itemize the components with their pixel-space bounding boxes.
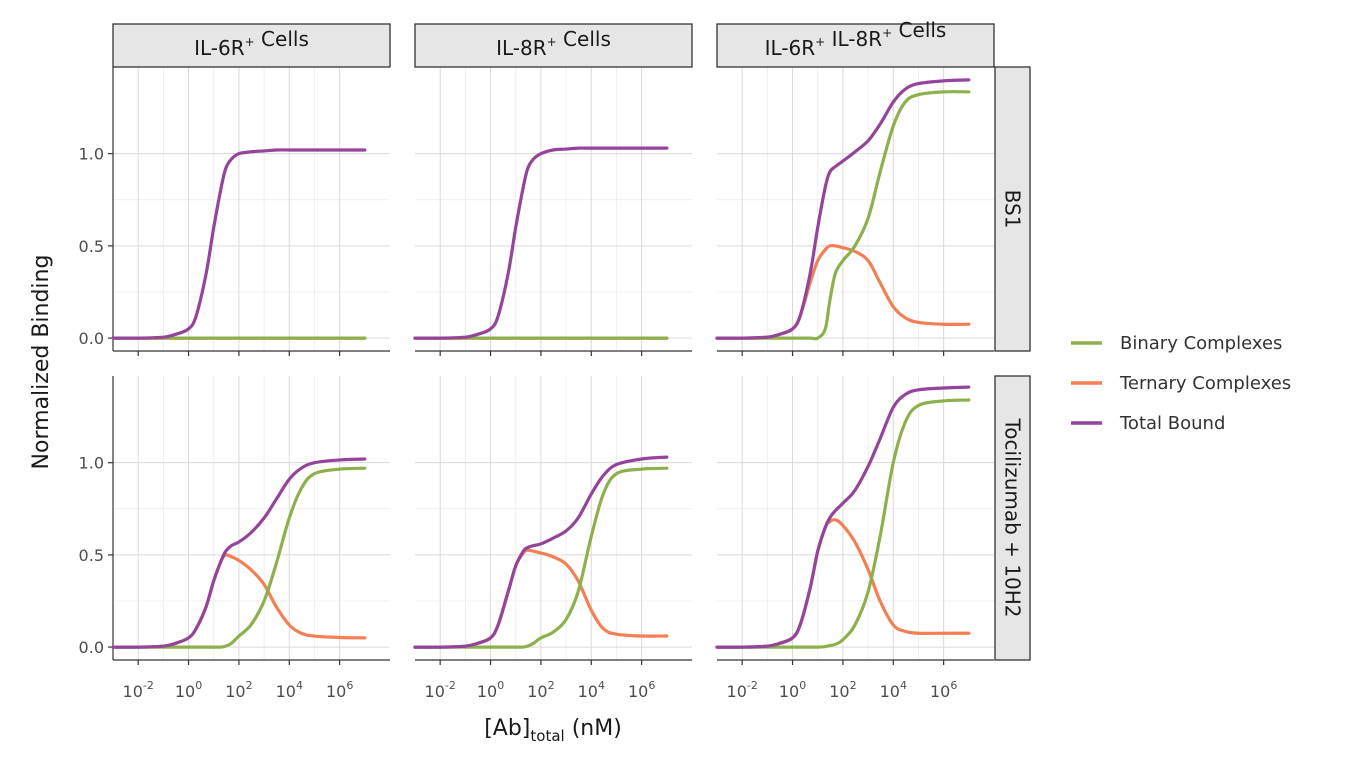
y-tick-label: 0.5 [79, 546, 104, 565]
x-tick-label: 10-2 [123, 679, 154, 701]
x-tick-label: 102 [829, 679, 856, 701]
x-tick-label: 102 [225, 679, 252, 701]
x-tick-label: 106 [628, 679, 655, 701]
x-tick-label: 104 [578, 679, 605, 701]
x-tick-label: 100 [779, 679, 806, 701]
x-tick-label: 102 [527, 679, 554, 701]
panel-r0-c0: 0.0 0.5 1.0 [79, 67, 390, 356]
panel-r1-c2: 10-2 100 102 104 106 [717, 376, 994, 701]
line-binary-complexes [715, 90, 971, 341]
y-tick-label: 0.5 [79, 237, 104, 256]
line-binary-complexes [111, 466, 367, 649]
panel-r0-c2 [717, 67, 994, 356]
line-total-bound [111, 148, 367, 340]
series-group-r1-c0 [111, 457, 367, 649]
line-total-bound [413, 146, 669, 340]
y-axis-title: Normalized Binding [29, 255, 54, 470]
x-tick-label: 10-2 [425, 679, 456, 701]
legend-label: Ternary Complexes [1119, 373, 1291, 394]
series-group-r1-c1 [413, 455, 669, 649]
x-tick-label: 100 [477, 679, 504, 701]
panel-r0-c1 [415, 67, 692, 356]
series-group-r0-c1 [413, 146, 669, 340]
legend: Binary Complexes Ternary Complexes Total B… [1071, 333, 1291, 434]
x-tick-label: 106 [930, 679, 957, 701]
strip-background [414, 23, 693, 68]
series-group-r1-c2 [715, 385, 971, 649]
line-total-bound [715, 385, 971, 649]
strip-label: IL-6R+ IL-8R+ Cells [765, 18, 947, 60]
x-tick-label: 10-2 [727, 679, 758, 701]
facet-strip-row-0: BS1 [994, 66, 1031, 352]
x-tick-label: 104 [276, 679, 303, 701]
legend-label: Binary Complexes [1120, 333, 1282, 354]
strip-label: IL-8R+ Cells [496, 27, 611, 60]
line-binary-complexes [715, 398, 971, 649]
strip-background [716, 23, 995, 68]
facet-strip-row-1: Tocilizumab + 10H2 [994, 375, 1031, 661]
strip-background [994, 375, 1031, 661]
facet-strip-col-2: IL-6R+ IL-8R+ Cells [716, 18, 995, 68]
y-tick-label: 0.0 [79, 329, 104, 348]
facet-strip-col-1: IL-8R+ Cells [414, 23, 693, 68]
line-total-bound [715, 78, 971, 340]
strip-label: IL-6R+ Cells [194, 27, 309, 60]
line-binary-complexes [413, 466, 669, 649]
x-tick-label: 106 [326, 679, 353, 701]
line-total-bound [111, 457, 367, 649]
y-tick-label: 0.0 [79, 638, 104, 657]
series-group-r0-c2 [715, 78, 971, 341]
legend-label: Total Bound [1119, 413, 1225, 434]
y-tick-label: 1.0 [79, 454, 104, 473]
panel-r1-c0: 0.0 0.5 1.0 10-2 100 102 104 106 [79, 376, 390, 701]
strip-label: Tocilizumab + 10H2 [1001, 417, 1025, 617]
strip-background [112, 23, 391, 68]
strip-background [994, 66, 1031, 352]
x-axis-title: [Ab]total (nM) [484, 716, 622, 745]
facet-strip-col-0: IL-6R+ Cells [112, 23, 391, 68]
line-total-bound [413, 455, 669, 649]
panel-r1-c1: 10-2 100 102 104 106 [415, 376, 692, 701]
strip-label: BS1 [1001, 190, 1025, 229]
x-tick-label: 104 [880, 679, 907, 701]
series-group-r0-c0 [111, 148, 367, 340]
y-tick-label: 1.0 [79, 145, 104, 164]
x-tick-label: 100 [175, 679, 202, 701]
